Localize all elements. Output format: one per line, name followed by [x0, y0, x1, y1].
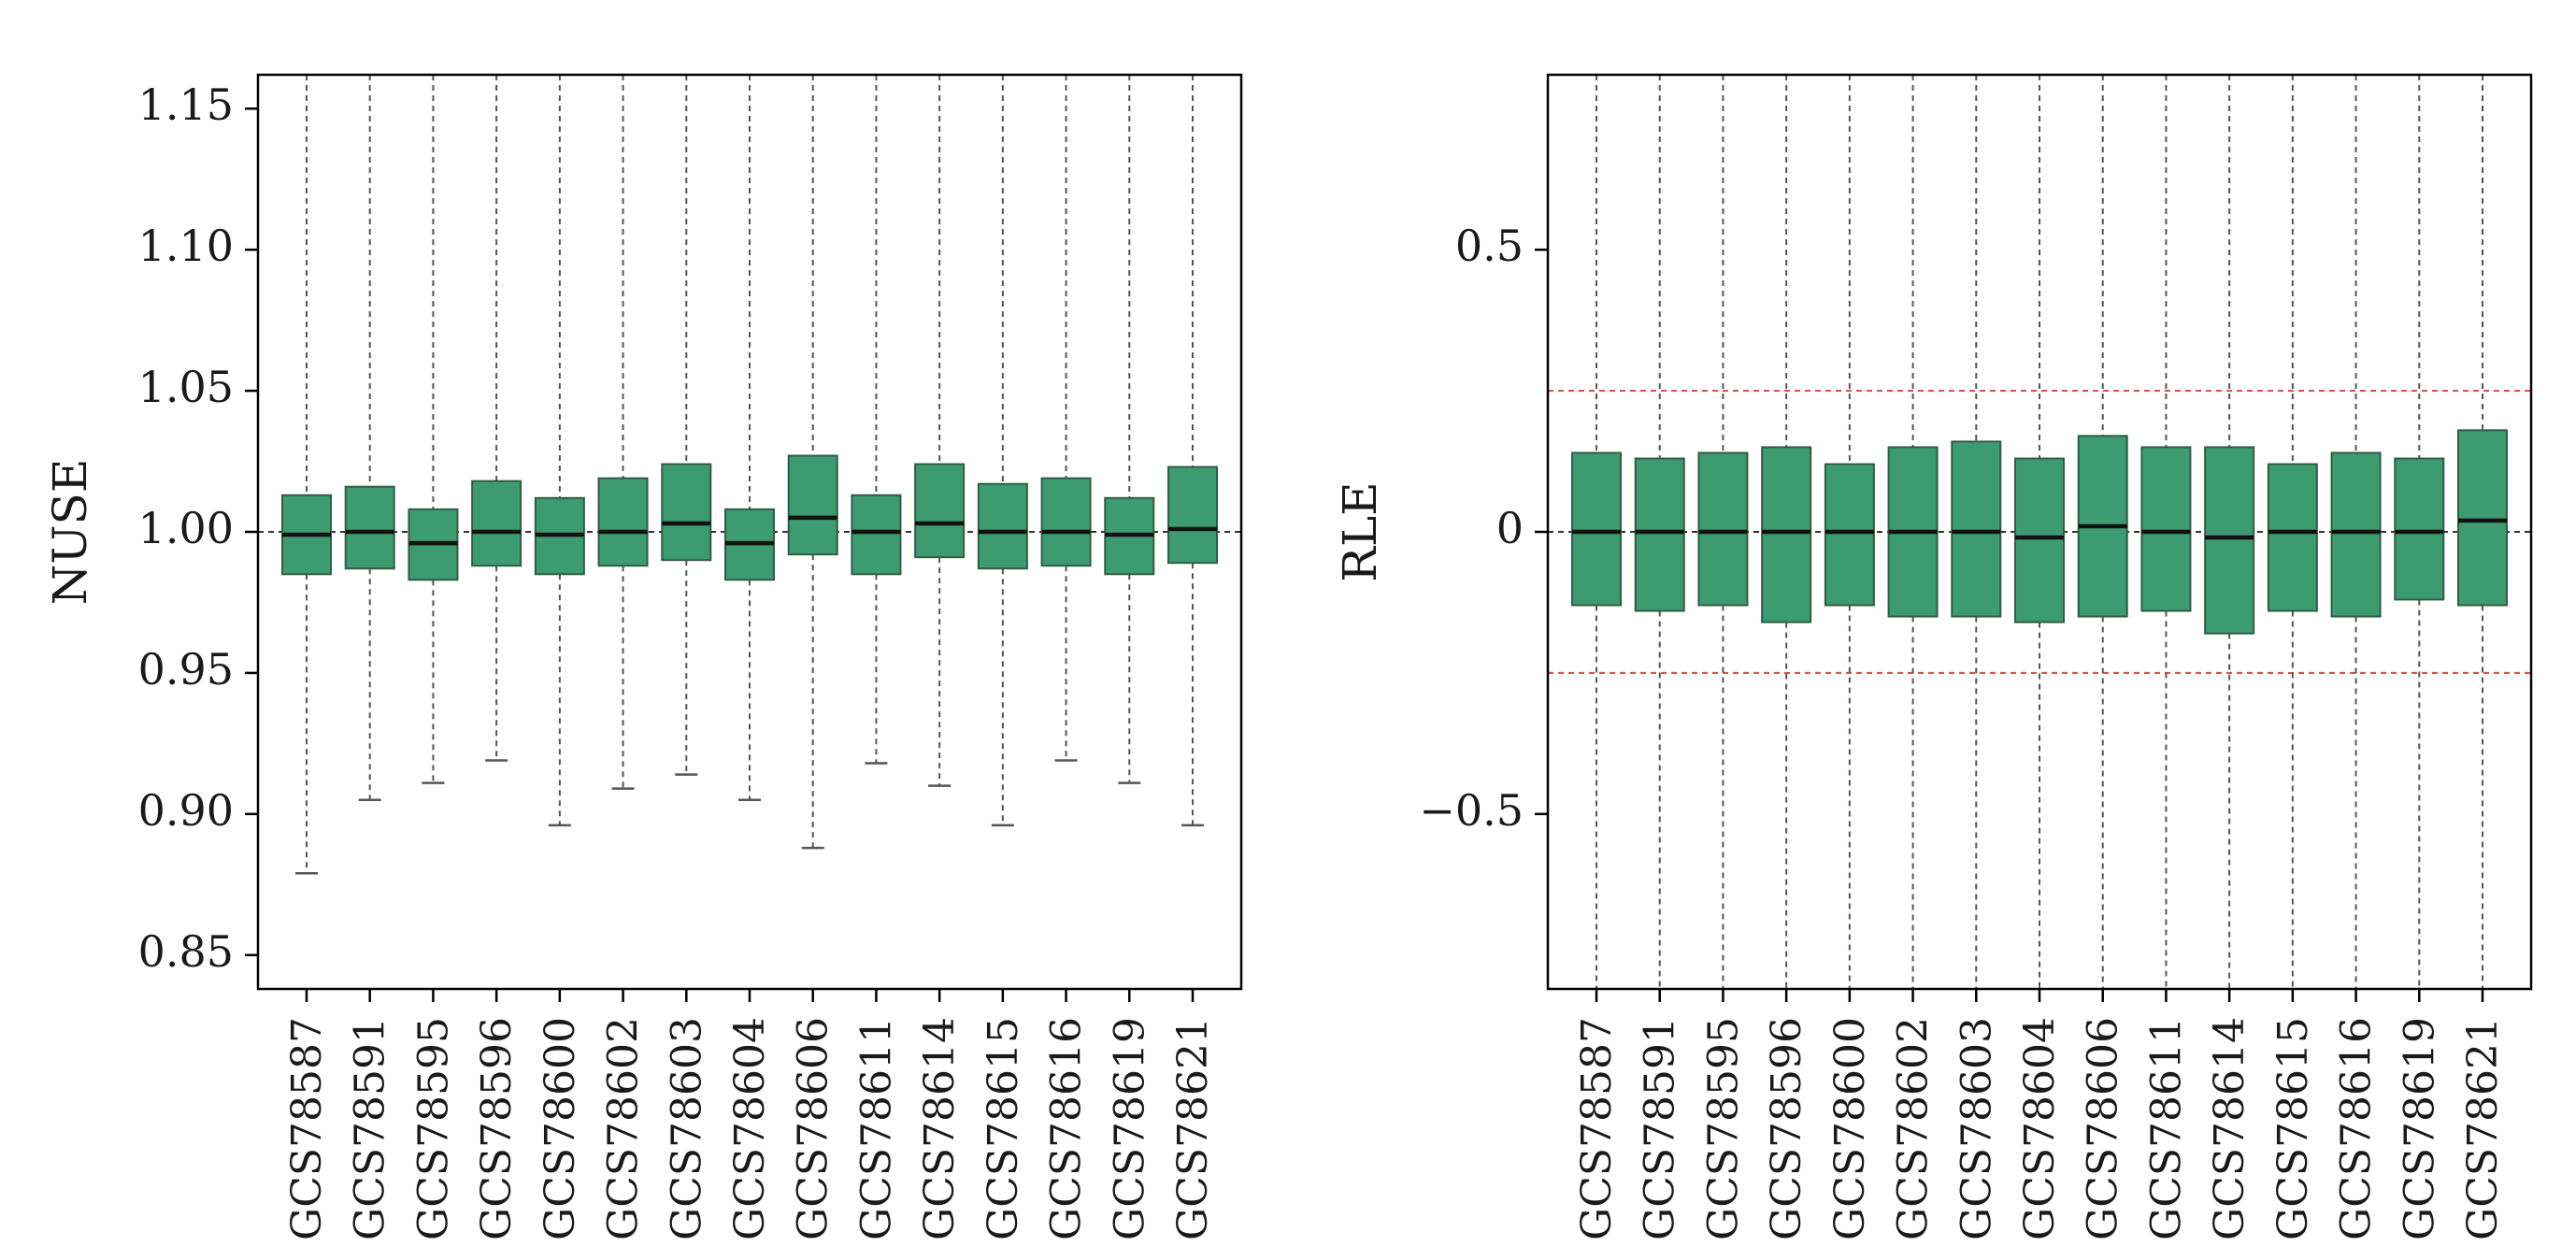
nuse-category-label-GCS78606: GCS78606 [790, 1017, 837, 1240]
nuse-ytick-label-0: 0.85 [138, 926, 234, 977]
rle-category-label-GCS78603: GCS78603 [1953, 1017, 2000, 1240]
rle-category-label-GCS78595: GCS78595 [1699, 1017, 1747, 1240]
rle-box-GCS78611 [2140, 446, 2192, 612]
nuse-box-GCS78621 [1167, 465, 1218, 565]
rle-box-GCS78619 [2394, 457, 2445, 601]
nuse-category-label-GCS78591: GCS78591 [347, 1017, 394, 1240]
nuse-category-label-GCS78602: GCS78602 [600, 1017, 648, 1240]
nuse-category-label-GCS78619: GCS78619 [1106, 1017, 1153, 1240]
rle-category-label-GCS78602: GCS78602 [1890, 1017, 1938, 1240]
rle-box-GCS78614 [2204, 446, 2255, 635]
rle-box-GCS78600 [1824, 463, 1875, 607]
rle-category-label-GCS78614: GCS78614 [2206, 1017, 2254, 1240]
nuse-box-GCS78602 [597, 477, 649, 567]
nuse-category-label-GCS78616: GCS78616 [1043, 1017, 1091, 1240]
nuse-category-label-GCS78614: GCS78614 [916, 1017, 964, 1240]
nuse-category-label-GCS78603: GCS78603 [663, 1017, 710, 1240]
nuse-box-GCS78603 [661, 463, 712, 562]
nuse-category-label-GCS78600: GCS78600 [537, 1017, 584, 1240]
rle-box-GCS78603 [1951, 440, 2002, 618]
rle-box-GCS78621 [2457, 429, 2508, 607]
rle-category-label-GCS78604: GCS78604 [2016, 1017, 2064, 1240]
nuse-box-GCS78596 [471, 480, 522, 567]
nuse-box-GCS78611 [851, 494, 902, 576]
nuse-box-GCS78591 [344, 485, 395, 570]
rle-category-label-GCS78596: GCS78596 [1763, 1017, 1810, 1240]
rle-ytick-label-1: 0 [1496, 503, 1524, 553]
nuse-box-GCS78616 [1040, 477, 1092, 567]
nuse-category-label-GCS78615: GCS78615 [980, 1017, 1027, 1240]
rle-box-GCS78615 [2267, 463, 2318, 612]
rle-box-GCS78616 [2330, 451, 2382, 618]
rle-box-GCS78604 [2014, 457, 2065, 623]
rle-box-GCS78591 [1634, 457, 1685, 612]
rle-box-GCS78595 [1697, 451, 1749, 607]
nuse-box-GCS78615 [977, 482, 1028, 570]
nuse-ytick-label-2: 0.95 [138, 644, 234, 695]
rle-ytick-label-2: 0.5 [1455, 221, 1524, 271]
rle-category-label-GCS78615: GCS78615 [2269, 1017, 2317, 1240]
rle-box-GCS78596 [1761, 446, 1812, 623]
rle-panel: −0.5 0 0.5 GCS78587 GCS78591 GCS78595 GCS78596… [1333, 73, 2533, 1240]
nuse-box-GCS78606 [787, 454, 838, 556]
nuse-box-GCS78614 [914, 463, 966, 559]
rle-ytick-label-0: −0.5 [1419, 785, 1524, 836]
nuse-category-label-GCS78587: GCS78587 [283, 1017, 331, 1240]
nuse-category-label-GCS78611: GCS78611 [852, 1017, 900, 1240]
nuse-ytick-label-1: 0.90 [138, 785, 234, 836]
rle-category-label-GCS78616: GCS78616 [2333, 1017, 2381, 1240]
nuse-ytick-label-5: 1.10 [138, 221, 234, 271]
nuse-category-label-GCS78604: GCS78604 [726, 1017, 774, 1240]
rle-category-label-GCS78591: GCS78591 [1637, 1017, 1684, 1240]
rle-ylabel: RLE [1333, 481, 1387, 581]
nuse-panel: 0.85 0.90 0.95 1.00 1.05 1.10 1.15 GCS78587 GCS7… [43, 73, 1243, 1240]
rle-category-label-GCS78600: GCS78600 [1826, 1017, 1874, 1240]
nuse-ylabel: NUSE [43, 459, 97, 606]
rle-category-label-GCS78621: GCS78621 [2459, 1017, 2507, 1240]
nuse-ytick-label-4: 1.05 [138, 362, 234, 412]
rle-box-GCS78587 [1571, 451, 1622, 607]
rle-category-label-GCS78606: GCS78606 [2080, 1017, 2127, 1240]
nuse-category-label-GCS78596: GCS78596 [473, 1017, 521, 1240]
rle-category-label-GCS78587: GCS78587 [1573, 1017, 1621, 1240]
nuse-ytick-label-6: 1.15 [138, 79, 234, 130]
rle-category-label-GCS78611: GCS78611 [2142, 1017, 2190, 1240]
nuse-category-label-GCS78621: GCS78621 [1169, 1017, 1217, 1240]
nuse-category-label-GCS78595: GCS78595 [409, 1017, 457, 1240]
rle-category-label-GCS78619: GCS78619 [2396, 1017, 2443, 1240]
nuse-ytick-label-3: 1.00 [138, 503, 234, 553]
